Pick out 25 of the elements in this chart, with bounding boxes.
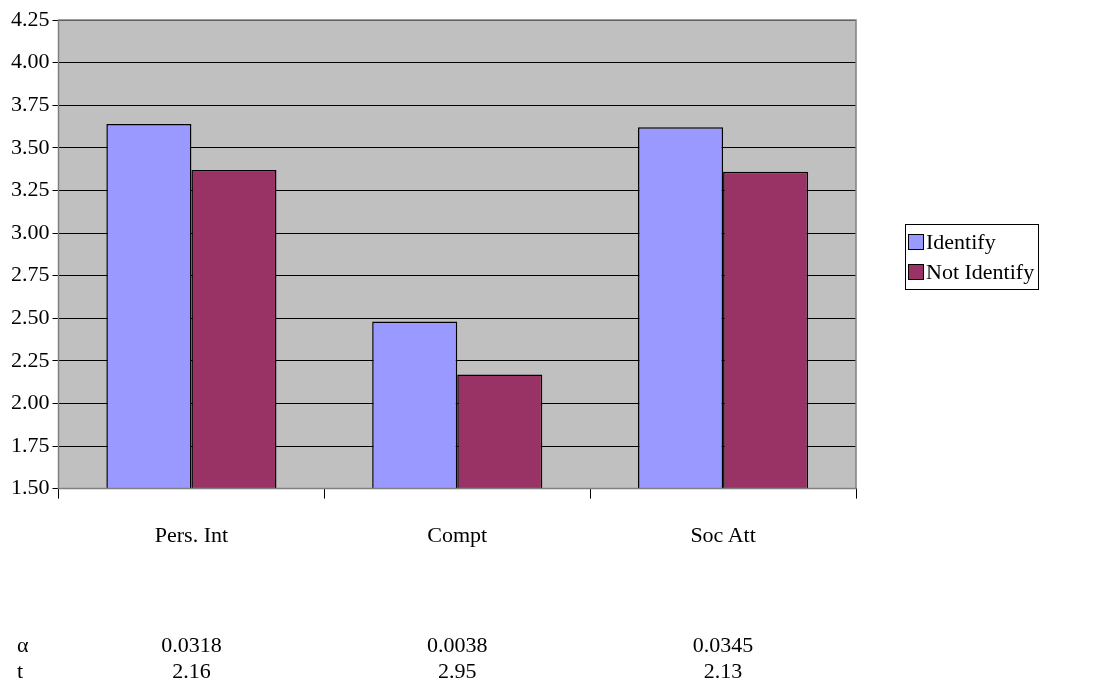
y-tick-label: 2.75 xyxy=(11,261,50,287)
y-tick-label: 2.25 xyxy=(11,346,50,372)
y-tick-label: 4.25 xyxy=(11,5,50,31)
y-tick-label: 3.50 xyxy=(11,133,50,159)
y-tick-label: 1.75 xyxy=(11,431,50,457)
y-tick-label: 4.00 xyxy=(11,48,50,74)
x-tick-label: Soc Att xyxy=(690,521,756,547)
text: α xyxy=(17,632,29,658)
text: 0.0345 xyxy=(692,632,754,658)
text: t xyxy=(17,658,24,684)
text: 2.16 xyxy=(172,658,211,684)
y-tick-label: 3.75 xyxy=(11,90,50,116)
text: 2.95 xyxy=(438,658,477,684)
text: 0.0038 xyxy=(427,632,488,658)
y-tick-label: 2.50 xyxy=(11,303,50,329)
legend-label: Identify xyxy=(926,229,996,255)
y-tick-label: 2.00 xyxy=(11,389,50,415)
x-tick-label: Compt xyxy=(427,521,488,547)
y-tick-label: 3.25 xyxy=(11,176,50,202)
text: 0.0318 xyxy=(161,632,222,658)
text: 2.13 xyxy=(703,658,743,684)
legend-label: Not Identify xyxy=(926,259,1035,285)
x-tick-label: Pers. Int xyxy=(154,521,229,547)
y-tick-label: 1.50 xyxy=(11,474,50,500)
y-tick-label: 3.00 xyxy=(11,218,50,244)
